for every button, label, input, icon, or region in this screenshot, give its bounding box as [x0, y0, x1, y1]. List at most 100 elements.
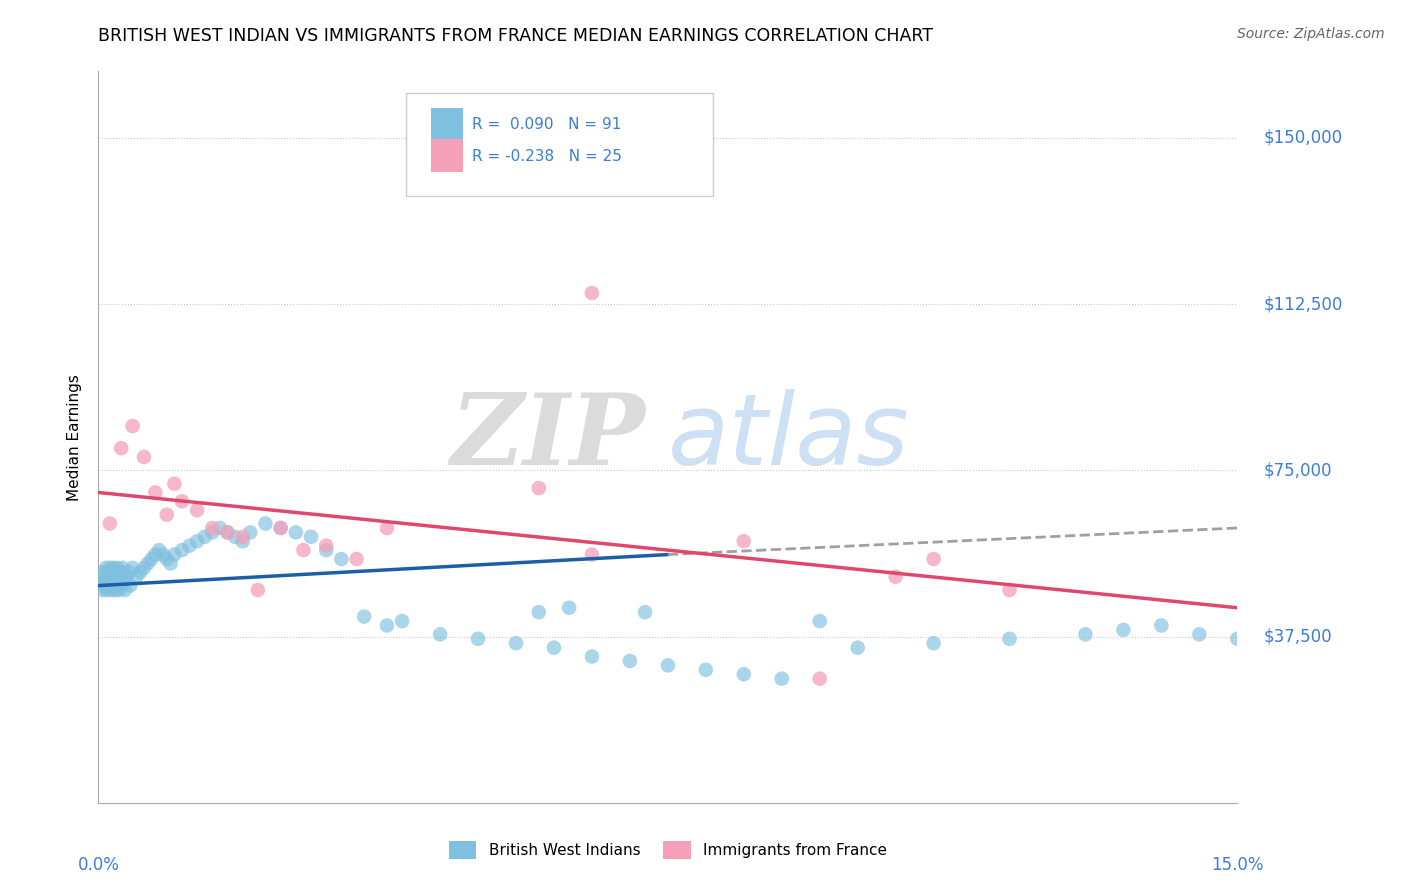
Point [107, 570, 129, 584]
Point [186, 503, 208, 517]
Text: BRITISH WEST INDIAN VS IMMIGRANTS FROM FRANCE MEDIAN EARNINGS CORRELATION CHART: BRITISH WEST INDIAN VS IMMIGRANTS FROM F… [98, 27, 934, 45]
Point [998, 582, 1021, 597]
Point [107, 574, 129, 589]
Point [1188, 627, 1211, 641]
Text: R =  0.090   N = 91: R = 0.090 N = 91 [472, 117, 621, 131]
Point [110, 578, 132, 592]
Point [467, 632, 489, 646]
Point [634, 605, 657, 619]
Text: $112,500: $112,500 [1264, 295, 1343, 313]
Point [163, 476, 186, 491]
Point [581, 285, 603, 300]
Point [110, 574, 132, 589]
Point [156, 508, 179, 522]
Point [104, 566, 127, 580]
Point [217, 525, 239, 540]
Legend: British West Indians, Immigrants from France: British West Indians, Immigrants from Fr… [443, 835, 893, 864]
Point [141, 552, 163, 566]
Point [922, 636, 945, 650]
Y-axis label: Median Earnings: Median Earnings [67, 374, 83, 500]
Point [1112, 623, 1135, 637]
Point [208, 521, 231, 535]
Point [884, 570, 907, 584]
Point [201, 525, 224, 540]
Point [100, 582, 122, 597]
Point [217, 525, 239, 540]
Text: ZIP: ZIP [450, 389, 645, 485]
Point [543, 640, 565, 655]
Point [118, 566, 141, 580]
Point [246, 582, 269, 597]
Point [232, 530, 254, 544]
Point [121, 419, 143, 434]
Point [375, 521, 398, 535]
Point [96, 582, 118, 597]
Point [108, 582, 131, 597]
Point [270, 521, 292, 535]
Point [657, 658, 679, 673]
Point [1074, 627, 1097, 641]
Point [186, 534, 208, 549]
Point [111, 561, 134, 575]
Point [1150, 618, 1173, 632]
Point [98, 561, 121, 575]
Point [101, 578, 124, 592]
Point [120, 578, 142, 592]
Point [254, 516, 277, 531]
Point [148, 543, 170, 558]
FancyBboxPatch shape [406, 94, 713, 195]
Point [846, 640, 869, 655]
Point [100, 570, 122, 584]
Point [581, 649, 603, 664]
Point [315, 539, 337, 553]
Point [346, 552, 368, 566]
Point [121, 561, 143, 575]
Point [115, 570, 138, 584]
Point [353, 609, 375, 624]
Point [170, 494, 193, 508]
Point [132, 450, 155, 464]
Point [922, 552, 945, 566]
Point [103, 574, 125, 589]
Point [619, 654, 641, 668]
Point [98, 516, 121, 531]
Point [110, 441, 132, 455]
Point [163, 548, 186, 562]
Point [98, 578, 121, 592]
Point [808, 672, 831, 686]
Point [239, 525, 262, 540]
Point [270, 521, 292, 535]
Text: $150,000: $150,000 [1264, 128, 1343, 147]
Point [129, 566, 152, 580]
Point [330, 552, 353, 566]
Point [733, 534, 755, 549]
Point [1226, 632, 1249, 646]
Text: 15.0%: 15.0% [1211, 856, 1264, 874]
Point [429, 627, 451, 641]
Point [145, 548, 167, 562]
Point [998, 632, 1021, 646]
Point [733, 667, 755, 681]
Point [170, 543, 193, 558]
Point [97, 570, 120, 584]
Point [114, 582, 136, 597]
Point [770, 672, 793, 686]
Point [132, 561, 155, 575]
Point [299, 530, 322, 544]
Point [103, 561, 125, 575]
Point [284, 525, 307, 540]
Point [375, 618, 398, 632]
Text: atlas: atlas [668, 389, 910, 485]
Point [93, 578, 115, 592]
Point [93, 566, 115, 580]
Point [558, 600, 581, 615]
Point [201, 521, 224, 535]
Point [125, 570, 148, 584]
Point [194, 530, 217, 544]
Point [179, 539, 201, 553]
Point [391, 614, 413, 628]
Point [224, 530, 246, 544]
Point [98, 574, 121, 589]
Point [152, 548, 174, 562]
Point [232, 534, 254, 549]
